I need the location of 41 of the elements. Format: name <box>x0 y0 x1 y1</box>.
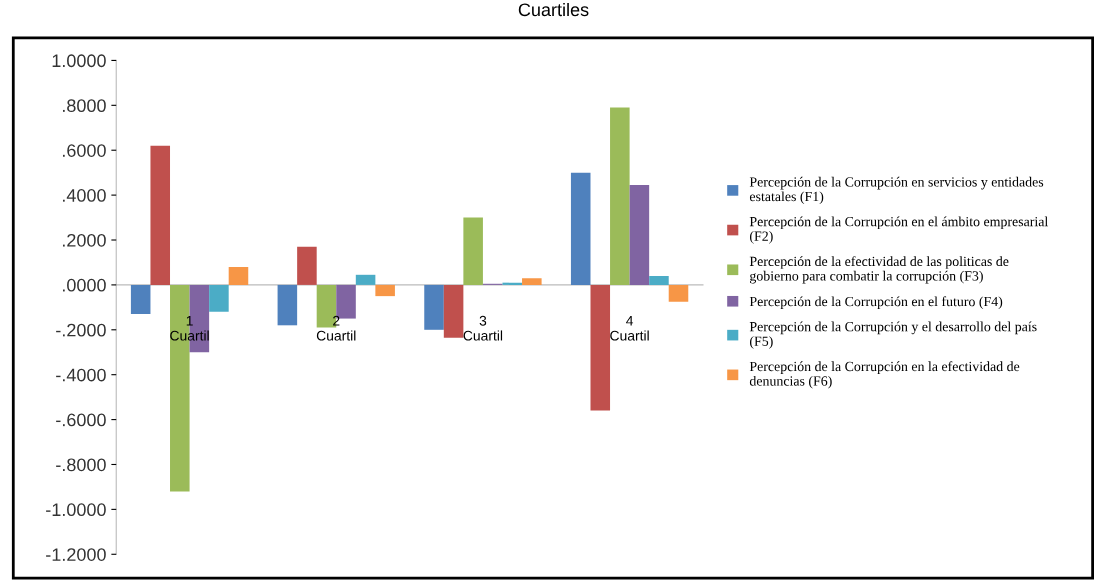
x-tick-label: 3 Cuartil <box>463 315 503 341</box>
y-tick-label: -1.0000 <box>46 503 106 517</box>
bar <box>629 185 650 285</box>
bar <box>570 172 591 285</box>
bar <box>424 284 444 330</box>
bar <box>209 284 229 312</box>
y-tick-label: .2000 <box>62 233 106 247</box>
bar <box>463 217 483 285</box>
y-tick-label: -1.2000 <box>46 548 106 561</box>
y-tick-label: .4000 <box>62 189 106 202</box>
legend-label: Percepción de la Corrupción y el desarrollo del país (F5) <box>749 321 1037 349</box>
x-tick-label: 1 Cuartil <box>170 315 209 341</box>
bar <box>355 274 376 285</box>
bar <box>297 246 317 285</box>
y-tick-label: .0000 <box>62 278 106 292</box>
bar <box>443 284 464 338</box>
y-tick-label: -.2000 <box>56 323 106 337</box>
y-tick-label: -.8000 <box>56 458 106 472</box>
bar <box>150 145 171 285</box>
bar <box>228 266 249 285</box>
bar <box>502 282 523 285</box>
bar <box>522 278 542 285</box>
bar <box>375 284 395 297</box>
legend-label: Percepción de la Corrupción en la efectividad de denuncias (F6) <box>749 361 1020 389</box>
y-tick-label: .8000 <box>62 99 106 113</box>
legend-label: Percepción de la Corrupción en servicios y entidades estatales (F1) <box>749 176 1044 204</box>
bar <box>668 284 689 302</box>
legend-label: Percepción de la efectividad de las politicas de gobierno para combatir la corrupción (F3) <box>749 256 1009 284</box>
x-tick-label: 4 Cuartil <box>610 315 649 341</box>
chart-title: Cuartiles <box>518 2 589 17</box>
bar <box>590 284 611 411</box>
legend-label: Percepción de la Corrupción en el futuro (F4) <box>749 296 1003 310</box>
y-tick-label: -.4000 <box>56 368 106 382</box>
bar <box>610 107 630 285</box>
legend-label: Percepción de la Corrupción en el ámbito empresarial (F2) <box>749 216 1049 244</box>
y-tick-label: .6000 <box>62 144 106 157</box>
bar <box>130 284 151 315</box>
bar <box>649 275 669 285</box>
y-tick-label: -.6000 <box>56 413 106 427</box>
bar <box>277 284 298 326</box>
y-tick-label: 1.0000 <box>52 54 106 68</box>
